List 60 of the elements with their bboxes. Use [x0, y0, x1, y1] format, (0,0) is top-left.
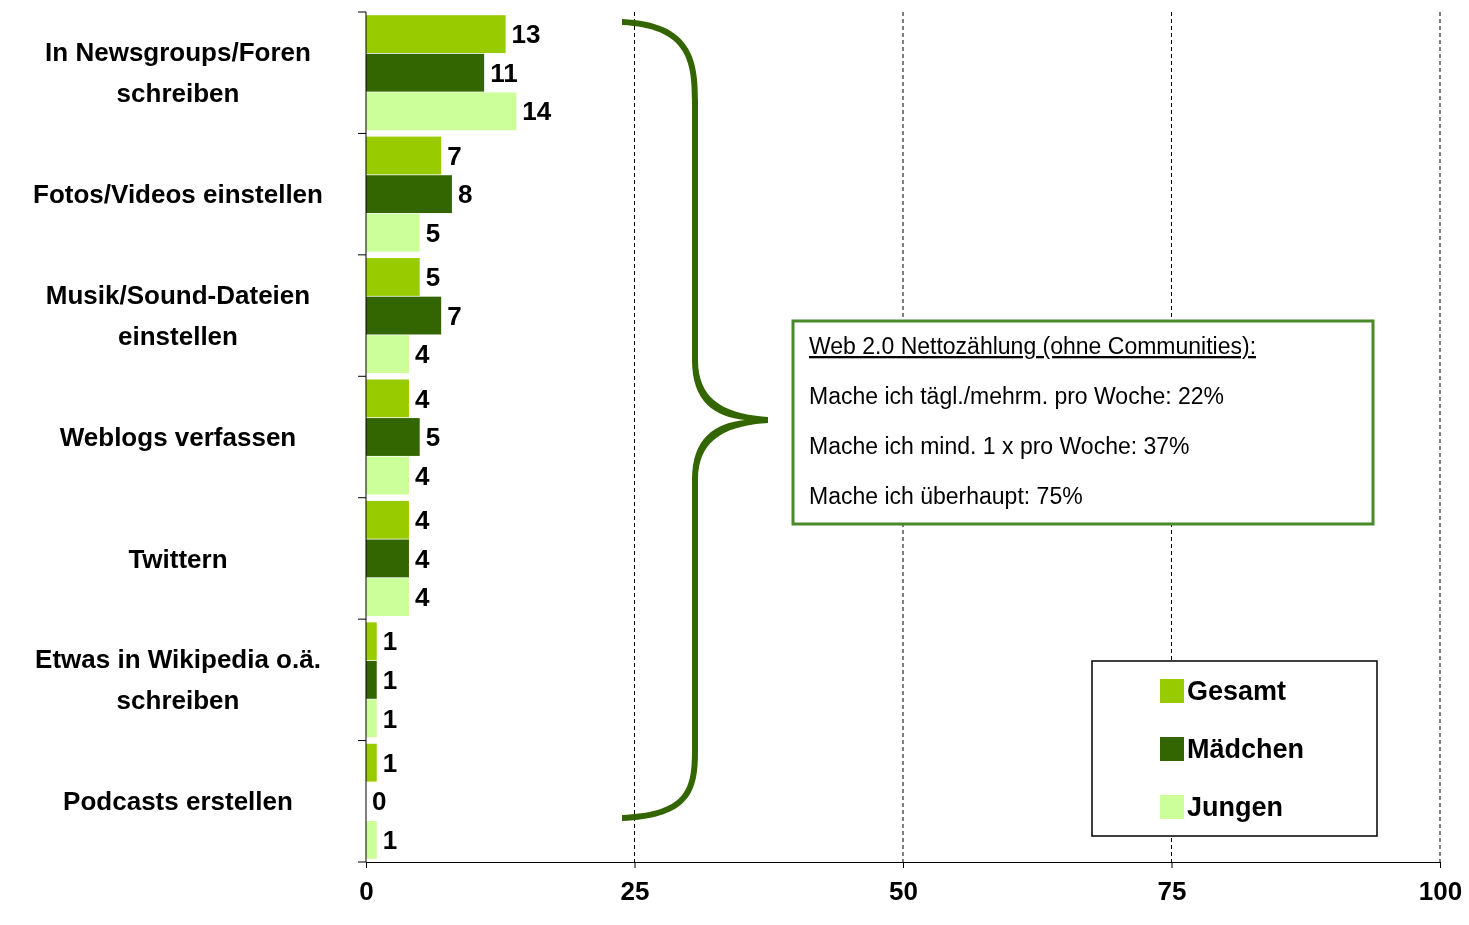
- bar: [366, 15, 506, 54]
- legend-label: Mädchen: [1187, 734, 1305, 765]
- bar: [366, 743, 377, 782]
- data-label: 4: [414, 460, 430, 491]
- bar: [366, 500, 409, 539]
- data-label: 1: [382, 824, 398, 855]
- data-label: 4: [414, 383, 430, 414]
- legend-label: Gesamt: [1187, 676, 1287, 707]
- x-tick-label: 75: [1157, 876, 1187, 907]
- data-label: 7: [447, 300, 462, 331]
- annotation: Web 2.0 Nettozählung (ohne Communities):: [809, 333, 1257, 359]
- bar: [366, 699, 377, 738]
- y-tick-label: Etwas in Wikipedia o.ä. schreiben: [35, 644, 321, 716]
- data-label: 14: [522, 96, 552, 127]
- data-label: 5: [425, 217, 441, 248]
- bar: [366, 578, 409, 616]
- data-label: 8: [457, 179, 473, 210]
- bar: [366, 379, 409, 418]
- y-tick-label: Podcasts erstellen: [63, 786, 293, 817]
- bar: [366, 335, 409, 374]
- y-tick-label: Musik/Sound-Dateien einstellen: [45, 280, 311, 352]
- data-label: 4: [414, 504, 430, 535]
- data-label: 1: [382, 703, 398, 734]
- y-tick-label: Twittern: [128, 543, 228, 574]
- y-tick-label: Fotos/Videos einstellen: [33, 179, 323, 210]
- bar: [366, 296, 442, 335]
- data-label: 1: [382, 747, 398, 778]
- data-label: 5: [425, 422, 441, 453]
- annotation: Mache ich überhaupt: 75%: [809, 483, 1083, 509]
- y-tick-label: Weblogs verfassen: [59, 422, 297, 453]
- bar: [366, 418, 420, 456]
- bar: [366, 660, 377, 699]
- data-label: 4: [414, 543, 430, 574]
- data-label: 1: [382, 664, 398, 695]
- x-tick-label: 0: [359, 876, 374, 907]
- x-tick-label: 25: [620, 876, 650, 907]
- data-label: 1: [382, 626, 398, 657]
- bar: [366, 53, 485, 92]
- y-tick-label: In Newsgroups/Foren schreiben: [45, 37, 311, 109]
- bar: [366, 820, 377, 859]
- bar: [366, 175, 452, 214]
- x-tick-label: 50: [889, 876, 918, 907]
- legend-label: Jungen: [1187, 792, 1284, 823]
- annotation: Mache ich tägl./mehrm. pro Woche: 22%: [809, 383, 1225, 409]
- data-label: 0: [372, 786, 387, 817]
- data-label: 7: [447, 140, 462, 171]
- bar: [366, 539, 409, 578]
- bar: [366, 213, 420, 252]
- data-label: 11: [490, 57, 518, 88]
- data-label: 4: [414, 339, 430, 370]
- annotation: Mache ich mind. 1 x pro Woche: 37%: [809, 433, 1190, 459]
- bar: [366, 92, 517, 131]
- data-label: 4: [414, 582, 430, 613]
- bar: [366, 136, 442, 175]
- bar: [366, 622, 377, 661]
- data-label: 13: [511, 19, 541, 50]
- bar: [366, 258, 420, 296]
- data-label: 5: [425, 262, 441, 293]
- x-tick-label: 100: [1418, 876, 1463, 907]
- bar: [366, 456, 409, 495]
